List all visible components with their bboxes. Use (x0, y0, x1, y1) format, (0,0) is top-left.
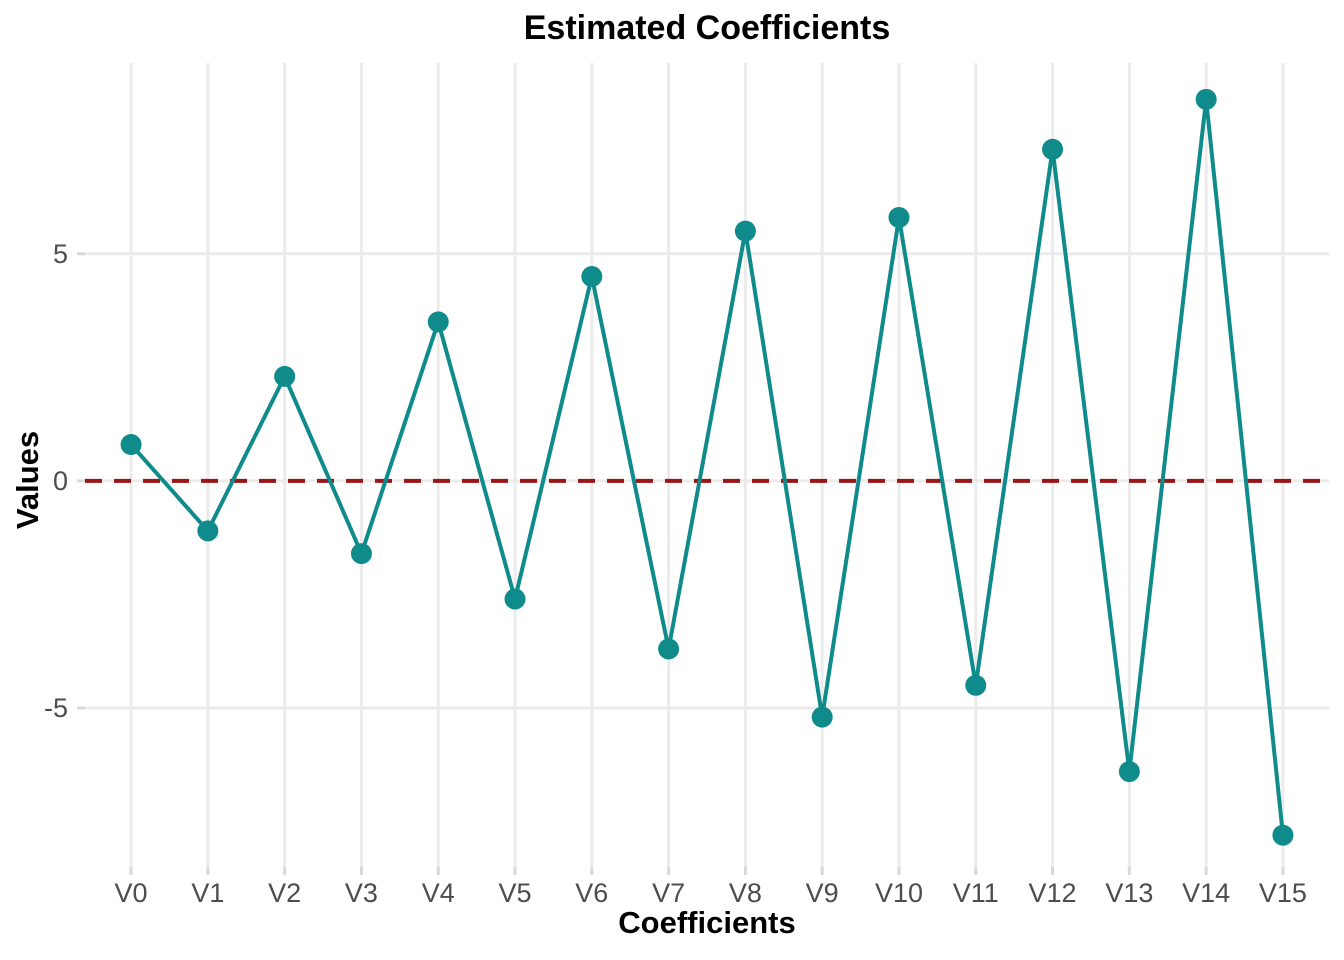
data-point-V4 (427, 311, 449, 333)
data-point-V10 (888, 206, 910, 228)
data-point-V11 (965, 674, 987, 696)
data-point-V13 (1118, 761, 1140, 783)
data-point-V12 (1042, 138, 1064, 160)
y-tick-label: 5 (53, 239, 68, 269)
x-tick-label: V4 (422, 878, 455, 908)
data-point-V8 (734, 220, 756, 242)
data-point-V0 (120, 434, 142, 456)
y-tick-label: 0 (53, 466, 68, 496)
x-tick-label: V13 (1105, 878, 1153, 908)
data-point-V15 (1272, 824, 1294, 846)
x-tick-label: V7 (652, 878, 685, 908)
x-tick-label: V2 (268, 878, 301, 908)
y-tick-label: -5 (44, 693, 68, 723)
x-tick-label: V0 (115, 878, 148, 908)
x-tick-label: V12 (1029, 878, 1077, 908)
x-axis-title: Coefficients (618, 905, 796, 940)
data-point-V7 (658, 638, 680, 660)
x-tick-label: V15 (1259, 878, 1307, 908)
x-tick-label: V8 (729, 878, 762, 908)
data-point-V9 (811, 706, 833, 728)
data-point-V2 (274, 365, 296, 387)
data-point-V6 (581, 265, 603, 287)
x-tick-label: V6 (575, 878, 608, 908)
x-tick-label: V1 (191, 878, 224, 908)
data-point-V1 (197, 520, 219, 542)
x-tick-label: V5 (499, 878, 532, 908)
x-tick-label: V3 (345, 878, 378, 908)
chart-title: Estimated Coefficients (523, 9, 891, 47)
series-line (129, 97, 1285, 836)
x-tick-label: V14 (1182, 878, 1230, 908)
data-point-V5 (504, 588, 526, 610)
data-point-V14 (1195, 88, 1217, 110)
x-tick-label: V10 (875, 878, 923, 908)
y-axis-title: Values (10, 430, 45, 530)
data-point-V3 (350, 543, 372, 565)
x-tick-label: V11 (953, 878, 999, 908)
x-tick-label: V9 (806, 878, 839, 908)
